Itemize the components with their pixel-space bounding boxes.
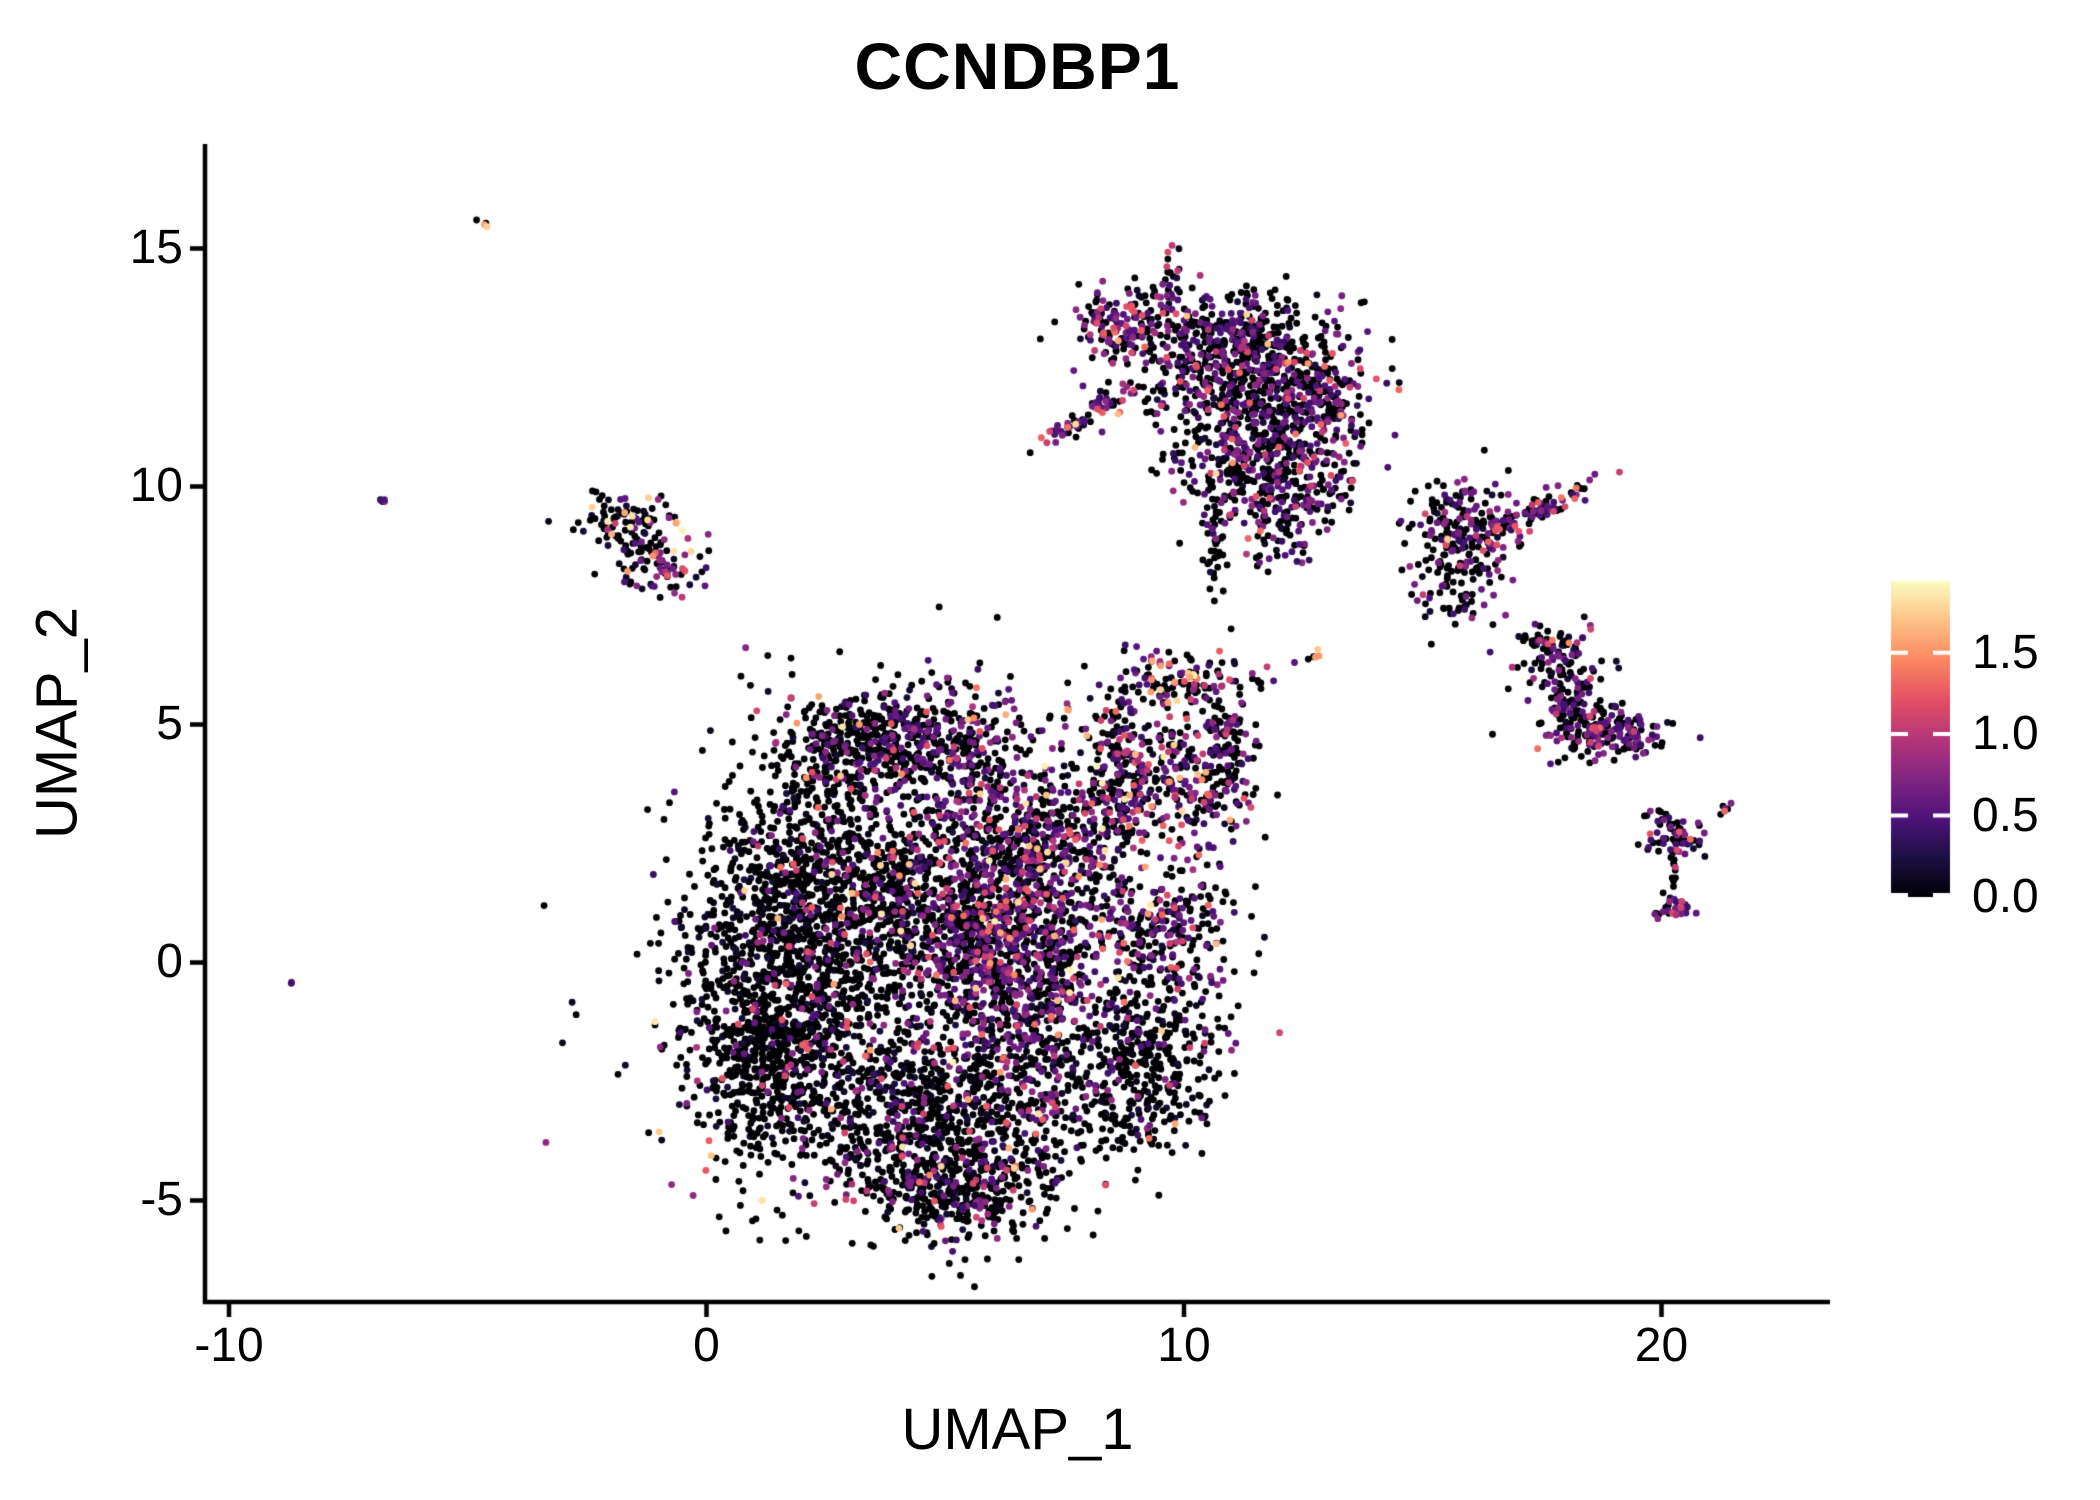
- umap-plot-canvas: [0, 0, 2100, 1500]
- umap-feature-plot-figure: CCNDBP1 UMAP_1 UMAP_2 -10 0 10 20 15 10 5 0 -5 …: [0, 0, 2100, 1500]
